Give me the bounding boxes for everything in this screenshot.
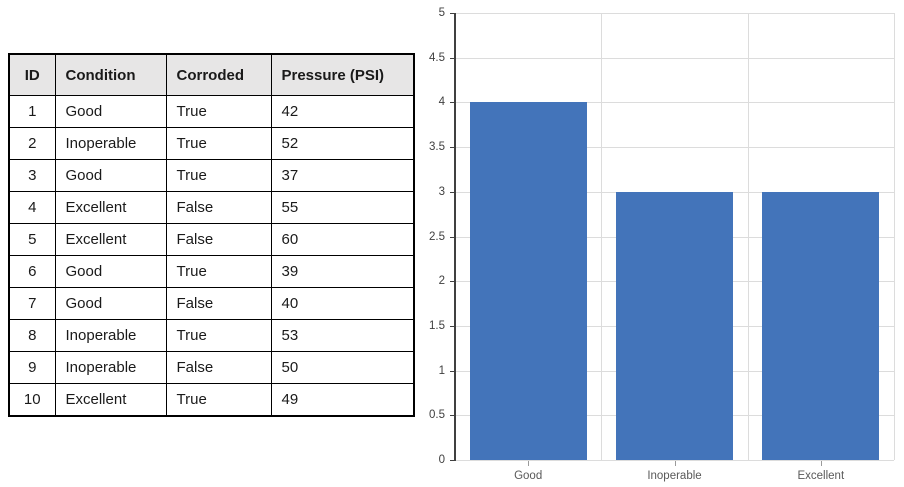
table-cell: True	[165, 127, 272, 160]
table-cell: 49	[270, 383, 415, 417]
table-cell: 55	[270, 191, 415, 224]
table-cell: Inoperable	[54, 127, 167, 160]
y-tick-label: 1	[438, 364, 445, 377]
table-row: 5 Excellent False 60	[8, 223, 415, 256]
table-cell: 37	[270, 159, 415, 192]
column-header-corroded: Corroded	[165, 53, 272, 96]
y-axis-tick	[450, 325, 455, 327]
table-cell: 1	[8, 95, 56, 128]
y-axis-tick	[450, 281, 455, 283]
table-header-row: ID Condition Corroded Pressure (PSI)	[8, 53, 415, 96]
y-gridline	[455, 13, 894, 14]
table-cell: Good	[54, 95, 167, 128]
y-axis-tick	[450, 370, 455, 372]
table-cell: True	[165, 159, 272, 192]
x-axis-tick	[674, 461, 676, 466]
x-category-label: Good	[514, 470, 543, 482]
y-gridline	[455, 102, 894, 104]
x-gridline	[601, 13, 603, 460]
table-cell: 3	[8, 159, 56, 192]
y-axis-tick	[450, 191, 455, 193]
table-cell: 52	[270, 127, 415, 160]
table-row: 7 Good False 40	[8, 287, 415, 320]
table-cell: 5	[8, 223, 56, 256]
y-axis-tick	[450, 460, 455, 461]
column-header-pressure-psi: Pressure (PSI)	[270, 53, 415, 96]
table-cell: True	[165, 255, 272, 288]
y-tick-label: 3	[438, 185, 445, 198]
table-row: 4 Excellent False 55	[8, 191, 415, 224]
y-axis-tick	[450, 415, 455, 417]
y-tick-label: 1.5	[429, 319, 445, 332]
table-row: 9 Inoperable False 50	[8, 351, 415, 384]
table-cell: False	[165, 191, 272, 224]
table-cell: 39	[270, 255, 415, 288]
table-cell: True	[165, 319, 272, 352]
table-row: 6 Good True 39	[8, 255, 415, 288]
y-tick-label: 0.5	[429, 409, 445, 422]
table-cell: Excellent	[54, 191, 167, 224]
condition-count-bar-chart: 0 0.5 1 1.5 2 2.5 3 3.5 4 4.5 5 Good Inoperable Excel…	[420, 0, 904, 487]
column-header-id: ID	[8, 53, 56, 96]
bar-inoperable	[615, 191, 734, 460]
table-cell: 9	[8, 351, 56, 384]
table-cell: Excellent	[54, 223, 167, 256]
table-row: 3 Good True 37	[8, 159, 415, 192]
table-row: 10 Excellent True 49	[8, 383, 415, 417]
x-category-label: Excellent	[797, 470, 845, 482]
table-row: 1 Good True 42	[8, 95, 415, 128]
y-axis-tick	[450, 13, 455, 14]
y-tick-label: 5	[438, 7, 445, 19]
y-axis-tick	[450, 147, 455, 149]
table-cell: 42	[270, 95, 415, 128]
table-cell: Good	[54, 159, 167, 192]
y-tick-label: 2	[438, 275, 445, 288]
table-cell: False	[165, 351, 272, 384]
x-axis-tick	[820, 461, 822, 466]
table-cell: Good	[54, 287, 167, 320]
table-row: 2 Inoperable True 52	[8, 127, 415, 160]
table-cell: Inoperable	[54, 351, 167, 384]
y-axis	[454, 13, 456, 461]
table-cell: 40	[270, 287, 415, 320]
y-gridline	[455, 460, 894, 461]
y-gridline	[455, 147, 894, 149]
y-axis-tick	[450, 236, 455, 238]
x-gridline	[747, 13, 749, 460]
table-row: 8 Inoperable True 53	[8, 319, 415, 352]
pipe-inspection-table: ID Condition Corroded Pressure (PSI) 1 Good T…	[8, 53, 415, 417]
x-gridline	[894, 13, 895, 460]
y-axis-tick	[450, 102, 455, 104]
column-header-condition: Condition	[54, 53, 167, 96]
x-axis-tick	[528, 461, 530, 466]
table-cell: True	[165, 95, 272, 128]
y-tick-label: 2.5	[429, 230, 445, 243]
table-cell: Inoperable	[54, 319, 167, 352]
table-cell: True	[165, 383, 272, 417]
table-cell: 50	[270, 351, 415, 384]
table-cell: 10	[8, 383, 56, 417]
y-tick-label: 3.5	[429, 141, 445, 154]
table-cell: 6	[8, 255, 56, 288]
x-category-label: Inoperable	[647, 470, 702, 482]
table-cell: False	[165, 223, 272, 256]
table-cell: 60	[270, 223, 415, 256]
table-cell: Good	[54, 255, 167, 288]
y-gridline	[455, 57, 894, 59]
y-tick-label: 0	[438, 454, 445, 466]
y-tick-label: 4	[438, 96, 445, 109]
table-cell: Excellent	[54, 383, 167, 417]
table-cell: 53	[270, 319, 415, 352]
table-cell: False	[165, 287, 272, 320]
table-cell: 4	[8, 191, 56, 224]
table-cell: 8	[8, 319, 56, 352]
table-cell: 7	[8, 287, 56, 320]
bar-good	[469, 102, 587, 460]
y-axis-tick	[450, 57, 455, 59]
bar-excellent	[762, 191, 880, 460]
y-tick-label: 4.5	[429, 51, 445, 64]
table-cell: 2	[8, 127, 56, 160]
